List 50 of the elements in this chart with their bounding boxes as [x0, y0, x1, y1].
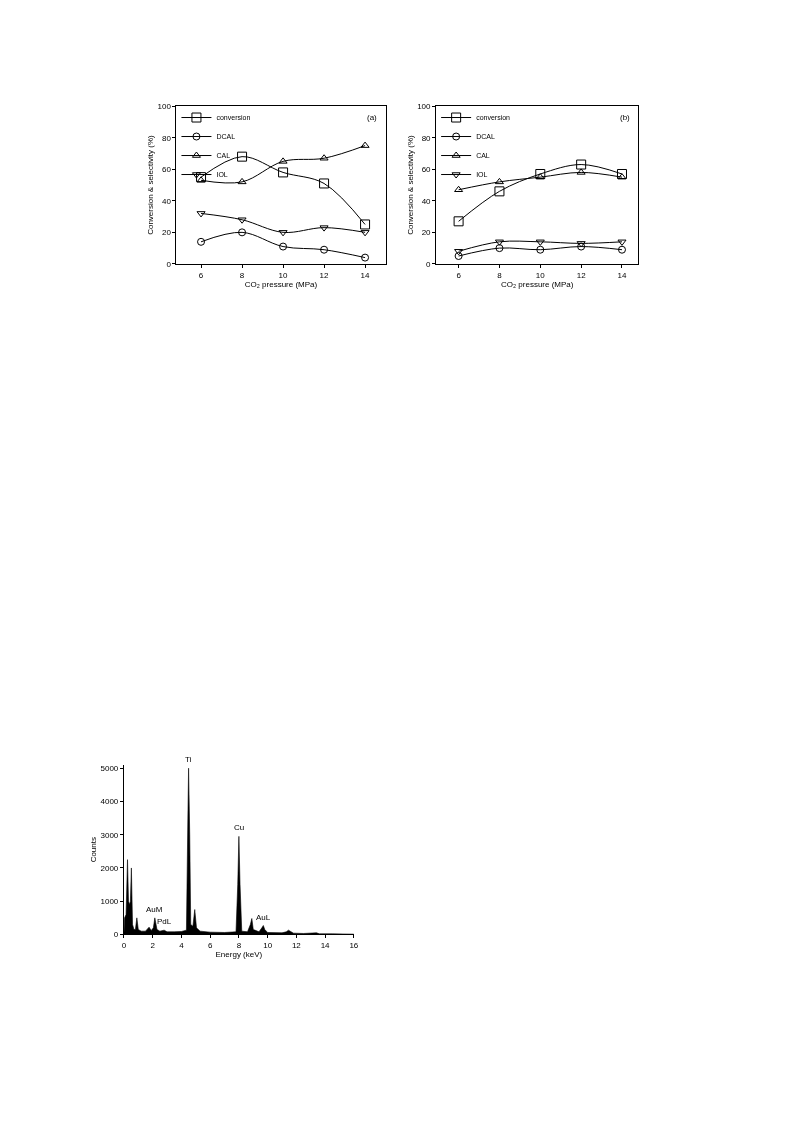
x-axis-title: CO₂ pressure (MPa) — [501, 279, 574, 289]
y-tick-label: 0 — [426, 259, 432, 269]
x-tick-label: 6 — [456, 270, 462, 280]
x-tick-label: 6 — [207, 941, 213, 951]
annotation: AuM — [146, 905, 163, 914]
y-tick-label: 40 — [161, 196, 172, 206]
annotation: Ti — [185, 755, 192, 764]
y-tick-label: 3000 — [100, 830, 119, 840]
x-tick-label: 8 — [239, 270, 245, 280]
x-tick-label: 10 — [535, 270, 546, 280]
y-tick-label: 20 — [161, 228, 172, 238]
annotation: (b) — [620, 113, 631, 122]
y-tick-label: 60 — [421, 165, 432, 175]
y-tick-label: 80 — [421, 133, 432, 143]
y-tick-label: 20 — [421, 228, 432, 238]
y-tick-label: 100 — [417, 101, 432, 111]
x-tick-label: 12 — [291, 941, 302, 951]
y-tick-label: 1000 — [100, 897, 119, 907]
annotation: (a) — [367, 113, 378, 122]
y-tick-label: 4000 — [100, 797, 119, 807]
x-tick-label: 16 — [349, 941, 359, 951]
y-tick-label: 2000 — [100, 863, 119, 873]
y-tick-label: 100 — [157, 101, 172, 111]
x-tick-label: 14 — [320, 941, 331, 951]
x-tick-label: 8 — [497, 270, 503, 280]
y-axis-title: Conversion & selectivity (%) — [146, 134, 156, 235]
y-tick-label: 80 — [161, 133, 172, 143]
y-tick-label: 0 — [113, 930, 119, 940]
x-tick-label: 2 — [150, 941, 156, 951]
x-tick-label: 10 — [263, 941, 273, 951]
x-axis-title: CO₂ pressure (MPa) — [244, 279, 318, 289]
annotation: Cu — [234, 823, 245, 832]
y-tick-label: 5000 — [100, 763, 119, 773]
y-axis-title: Conversion & selectivity (%) — [405, 134, 415, 235]
x-axis-title: Energy (keV) — [215, 950, 263, 960]
x-tick-label: 8 — [236, 941, 242, 951]
y-tick-label: 60 — [161, 165, 172, 175]
annotation: PdL — [157, 917, 172, 926]
x-tick-label: 12 — [319, 270, 330, 280]
y-tick-label: 40 — [421, 196, 432, 206]
x-tick-label: 14 — [360, 270, 371, 280]
x-tick-label: 12 — [576, 270, 587, 280]
annotation: AuL — [256, 913, 271, 922]
x-tick-label: 4 — [179, 941, 185, 951]
x-tick-label: 6 — [198, 270, 204, 280]
y-tick-label: 0 — [166, 259, 172, 269]
x-tick-label: 0 — [121, 941, 127, 951]
y-axis-title: Counts — [89, 836, 99, 863]
x-tick-label: 14 — [617, 270, 627, 280]
x-tick-label: 10 — [278, 270, 289, 280]
